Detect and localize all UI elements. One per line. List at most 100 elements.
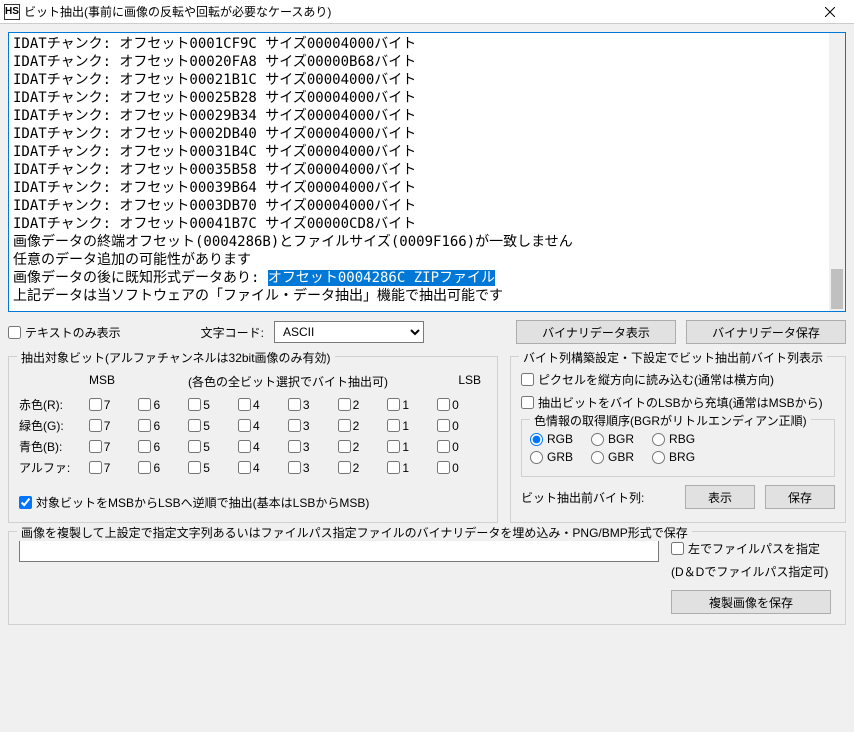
bit-checkbox[interactable]: 0	[437, 398, 487, 412]
bit-input[interactable]	[188, 440, 201, 453]
show-binary-button[interactable]: バイナリデータ表示	[516, 320, 676, 344]
vertical-checkbox[interactable]: ピクセルを縦方向に読み込む(通常は横方向)	[521, 371, 835, 388]
bit-checkbox[interactable]: 5	[188, 419, 238, 433]
color-order-radio[interactable]: BRG	[652, 450, 695, 464]
bit-input[interactable]	[387, 440, 400, 453]
bit-checkbox[interactable]: 0	[437, 419, 487, 433]
bit-checkbox[interactable]: 0	[437, 440, 487, 454]
bit-checkbox[interactable]: 1	[387, 440, 437, 454]
bit-input[interactable]	[288, 398, 301, 411]
bit-input[interactable]	[288, 440, 301, 453]
bit-checkbox[interactable]: 2	[338, 419, 388, 433]
color-order-input[interactable]	[591, 451, 604, 464]
bit-checkbox[interactable]: 2	[338, 461, 388, 475]
bit-checkbox[interactable]: 4	[238, 398, 288, 412]
close-button[interactable]	[810, 1, 850, 23]
color-order-label: GBR	[608, 450, 634, 464]
text-only-checkbox[interactable]: テキストのみ表示	[8, 324, 121, 341]
bit-checkbox[interactable]: 3	[288, 461, 338, 475]
color-order-radio[interactable]: RGB	[530, 432, 573, 446]
bit-input[interactable]	[387, 398, 400, 411]
bit-input[interactable]	[89, 398, 102, 411]
bit-input[interactable]	[288, 419, 301, 432]
path-checkbox[interactable]: 左でファイルパスを指定	[671, 540, 835, 557]
bit-checkbox[interactable]: 6	[138, 461, 188, 475]
lsbfill-input[interactable]	[521, 396, 534, 409]
bit-checkbox[interactable]: 1	[387, 461, 437, 475]
reverse-checkbox[interactable]: 対象ビットをMSBからLSBへ逆順で抽出(基本はLSBからMSB)	[19, 494, 369, 511]
bit-checkbox[interactable]: 7	[89, 461, 139, 475]
bit-checkbox[interactable]: 3	[288, 419, 338, 433]
text-only-input[interactable]	[8, 326, 21, 339]
bit-checkbox[interactable]: 4	[238, 461, 288, 475]
bit-input[interactable]	[338, 461, 351, 474]
bit-input[interactable]	[387, 419, 400, 432]
color-order-input[interactable]	[652, 451, 665, 464]
bit-input[interactable]	[138, 461, 151, 474]
embed-path-input[interactable]	[19, 540, 659, 562]
color-order-input[interactable]	[530, 433, 543, 446]
bit-input[interactable]	[338, 440, 351, 453]
bit-input[interactable]	[188, 419, 201, 432]
bit-input[interactable]	[89, 419, 102, 432]
charcode-select[interactable]: ASCII	[274, 321, 424, 343]
color-order-radio[interactable]: GRB	[530, 450, 573, 464]
bit-input[interactable]	[288, 461, 301, 474]
bit-input[interactable]	[437, 398, 450, 411]
scrollbar-thumb[interactable]	[831, 269, 843, 309]
bit-checkbox[interactable]: 6	[138, 398, 188, 412]
bit-input[interactable]	[238, 440, 251, 453]
bit-input[interactable]	[437, 419, 450, 432]
bit-checkbox[interactable]: 0	[437, 461, 487, 475]
bit-input[interactable]	[138, 440, 151, 453]
lsbfill-checkbox[interactable]: 抽出ビットをバイトのLSBから充填(通常はMSBから)	[521, 394, 835, 411]
color-order-input[interactable]	[591, 433, 604, 446]
bit-input[interactable]	[138, 398, 151, 411]
bit-input[interactable]	[338, 419, 351, 432]
bit-input[interactable]	[238, 461, 251, 474]
bit-checkbox[interactable]: 5	[188, 398, 238, 412]
bit-input[interactable]	[89, 461, 102, 474]
bit-checkbox[interactable]: 2	[338, 440, 388, 454]
bit-checkbox[interactable]: 4	[238, 440, 288, 454]
save-copy-button[interactable]: 複製画像を保存	[671, 590, 831, 614]
bit-checkbox[interactable]: 1	[387, 419, 437, 433]
color-order-radio[interactable]: GBR	[591, 450, 634, 464]
bit-input[interactable]	[188, 461, 201, 474]
bit-checkbox[interactable]: 5	[188, 461, 238, 475]
save-binary-button[interactable]: バイナリデータ保存	[686, 320, 846, 344]
bit-checkbox[interactable]: 4	[238, 419, 288, 433]
pre-show-button[interactable]: 表示	[685, 485, 755, 509]
bit-checkbox[interactable]: 7	[89, 440, 139, 454]
bit-num-label: 7	[104, 461, 111, 475]
bit-checkbox[interactable]: 1	[387, 398, 437, 412]
log-textarea[interactable]: IDATチャンク: オフセット0001CF9C サイズ00004000バイト I…	[8, 32, 846, 312]
pre-save-button[interactable]: 保存	[765, 485, 835, 509]
bit-checkbox[interactable]: 7	[89, 419, 139, 433]
bit-checkbox[interactable]: 5	[188, 440, 238, 454]
bit-checkbox[interactable]: 3	[288, 398, 338, 412]
color-order-input[interactable]	[530, 451, 543, 464]
bit-input[interactable]	[387, 461, 400, 474]
bit-input[interactable]	[138, 419, 151, 432]
bit-checkbox[interactable]: 6	[138, 440, 188, 454]
color-order-radio[interactable]: RBG	[652, 432, 695, 446]
bit-input[interactable]	[338, 398, 351, 411]
color-order-radio[interactable]: BGR	[591, 432, 634, 446]
bit-checkbox[interactable]: 2	[338, 398, 388, 412]
bit-num-label: 7	[104, 419, 111, 433]
path-input[interactable]	[671, 542, 684, 555]
vertical-input[interactable]	[521, 373, 534, 386]
bit-input[interactable]	[188, 398, 201, 411]
bit-input[interactable]	[437, 461, 450, 474]
bit-input[interactable]	[238, 419, 251, 432]
bit-checkbox[interactable]: 3	[288, 440, 338, 454]
bit-input[interactable]	[238, 398, 251, 411]
bit-input[interactable]	[437, 440, 450, 453]
bit-checkbox[interactable]: 6	[138, 419, 188, 433]
bit-input[interactable]	[89, 440, 102, 453]
reverse-input[interactable]	[19, 496, 32, 509]
bit-checkbox[interactable]: 7	[89, 398, 139, 412]
scrollbar-vertical[interactable]	[829, 33, 845, 311]
color-order-input[interactable]	[652, 433, 665, 446]
